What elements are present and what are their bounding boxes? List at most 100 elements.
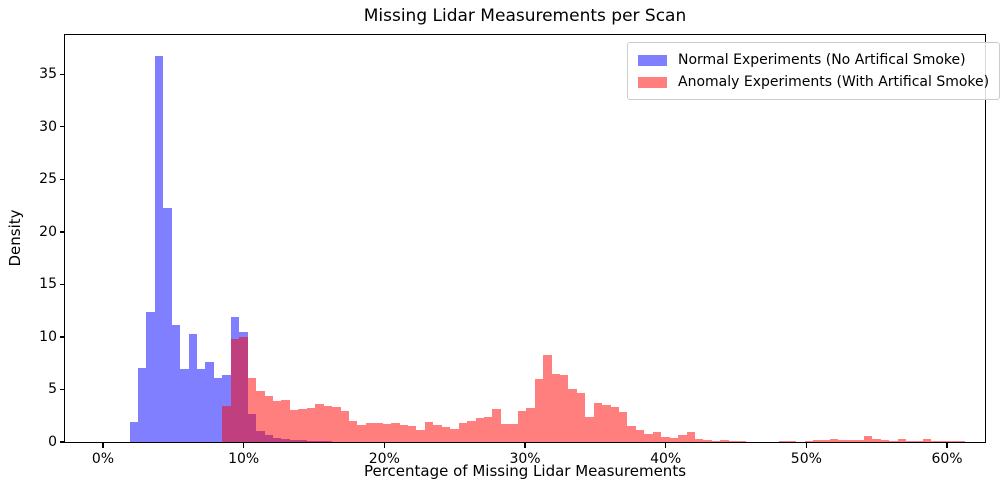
anomaly-histogram-bar xyxy=(509,423,518,442)
anomaly-histogram-bar xyxy=(365,422,375,442)
normal-histogram-bar xyxy=(188,333,198,442)
legend-item-anomaly: Anomaly Experiments (With Artifical Smok… xyxy=(638,71,989,93)
anomaly-histogram-bar xyxy=(635,430,645,442)
anomaly-histogram-bar xyxy=(593,402,603,442)
legend-swatch xyxy=(638,76,667,88)
anomaly-histogram-bar xyxy=(863,436,873,442)
anomaly-histogram-bar xyxy=(458,422,468,442)
anomaly-histogram-bar xyxy=(889,440,898,442)
anomaly-histogram-bar xyxy=(306,408,316,442)
y-tick xyxy=(59,126,64,128)
anomaly-histogram-bar xyxy=(813,439,822,442)
anomaly-histogram-bar xyxy=(678,435,687,442)
anomaly-histogram-bar xyxy=(619,412,628,442)
x-tick-label: 40% xyxy=(650,451,682,467)
anomaly-histogram-bar xyxy=(872,438,881,442)
anomaly-histogram-bar xyxy=(711,441,721,442)
anomaly-histogram-bar xyxy=(408,426,417,442)
y-tick-label: 30 xyxy=(39,118,57,135)
anomaly-histogram-bar xyxy=(298,409,307,442)
y-tick-label: 35 xyxy=(39,66,57,83)
anomaly-histogram-bar xyxy=(728,440,738,442)
anomaly-histogram-bar xyxy=(830,439,839,442)
anomaly-histogram-bar xyxy=(348,420,358,442)
legend-item-normal: Normal Experiments (No Artifical Smoke) xyxy=(638,49,989,71)
y-tick xyxy=(59,73,64,75)
normal-histogram-bar xyxy=(197,369,206,442)
normal-histogram-bar xyxy=(180,369,189,442)
anomaly-histogram-bar xyxy=(391,422,400,442)
chart-title: Missing Lidar Measurements per Scan xyxy=(363,6,687,26)
y-tick-label: 0 xyxy=(48,434,57,450)
anomaly-histogram-bar xyxy=(644,434,653,442)
y-tick xyxy=(59,441,64,443)
anomaly-histogram-bar xyxy=(686,431,695,442)
anomaly-histogram-bar xyxy=(906,440,915,442)
anomaly-histogram-bar xyxy=(602,405,611,442)
anomaly-histogram-bar xyxy=(416,430,425,442)
anomaly-histogram-bar xyxy=(323,406,333,442)
anomaly-histogram-bar xyxy=(703,440,712,442)
x-tick xyxy=(665,443,667,448)
y-tick xyxy=(59,336,64,338)
anomaly-histogram-bar xyxy=(475,417,484,442)
y-tick-label: 20 xyxy=(39,223,57,240)
x-tick-label: 60% xyxy=(931,451,963,467)
anomaly-histogram-bar xyxy=(441,427,451,442)
anomaly-histogram-bar xyxy=(534,378,544,442)
anomaly-histogram-bar xyxy=(720,440,729,442)
plot-area xyxy=(63,33,986,443)
y-tick-label: 5 xyxy=(48,381,57,398)
anomaly-histogram-bar xyxy=(661,436,670,442)
legend-label: Normal Experiments (No Artifical Smoke) xyxy=(678,52,966,68)
normal-histogram-bar xyxy=(163,207,172,442)
anomaly-histogram-bar xyxy=(543,354,552,442)
x-tick xyxy=(102,443,104,448)
anomaly-histogram-bar xyxy=(424,421,434,442)
anomaly-histogram-bar xyxy=(652,431,662,442)
anomaly-histogram-bar xyxy=(315,403,324,442)
anomaly-histogram-bar xyxy=(289,410,299,442)
anomaly-histogram-bar xyxy=(230,338,240,442)
anomaly-histogram-bar xyxy=(922,438,932,442)
y-tick xyxy=(59,231,64,233)
anomaly-histogram-bar xyxy=(585,416,594,442)
anomaly-histogram-bar xyxy=(568,389,577,442)
anomaly-histogram-bar xyxy=(669,437,679,442)
anomaly-histogram-bar xyxy=(357,424,366,442)
anomaly-histogram-bar xyxy=(948,441,957,442)
anomaly-histogram-bar xyxy=(931,440,940,442)
normal-histogram-bar xyxy=(154,56,164,442)
anomaly-histogram-bar xyxy=(627,426,636,442)
normal-histogram-bar xyxy=(146,311,155,442)
anomaly-histogram-bar xyxy=(374,422,383,442)
normal-histogram-bar xyxy=(213,377,223,442)
anomaly-histogram-bar xyxy=(247,377,257,442)
anomaly-histogram-bar xyxy=(526,408,535,442)
x-tick-label: 50% xyxy=(790,451,822,467)
y-tick-label: 10 xyxy=(39,328,57,345)
anomaly-histogram-bar xyxy=(914,440,923,442)
x-tick xyxy=(946,443,948,448)
anomaly-histogram-bar xyxy=(559,374,569,442)
normal-histogram-bar xyxy=(205,361,214,442)
y-tick-label: 15 xyxy=(39,276,57,293)
normal-histogram-bar xyxy=(129,421,138,442)
legend-swatch xyxy=(638,54,667,66)
x-tick-label: 30% xyxy=(509,451,541,467)
anomaly-histogram-bar xyxy=(450,429,459,442)
anomaly-histogram-bar xyxy=(804,441,814,442)
anomaly-histogram-bar xyxy=(695,438,704,442)
x-tick xyxy=(805,443,807,448)
y-tick-label: 25 xyxy=(39,171,57,188)
anomaly-histogram-bar xyxy=(610,407,620,442)
anomaly-histogram-bar xyxy=(399,424,409,442)
anomaly-histogram-bar xyxy=(779,440,788,442)
anomaly-histogram-bar xyxy=(500,423,510,442)
anomaly-histogram-bar xyxy=(340,411,349,442)
anomaly-histogram-bar xyxy=(517,411,527,442)
anomaly-histogram-bar xyxy=(880,440,890,442)
anomaly-histogram-bar xyxy=(838,439,847,442)
anomaly-histogram-bar xyxy=(821,439,831,442)
